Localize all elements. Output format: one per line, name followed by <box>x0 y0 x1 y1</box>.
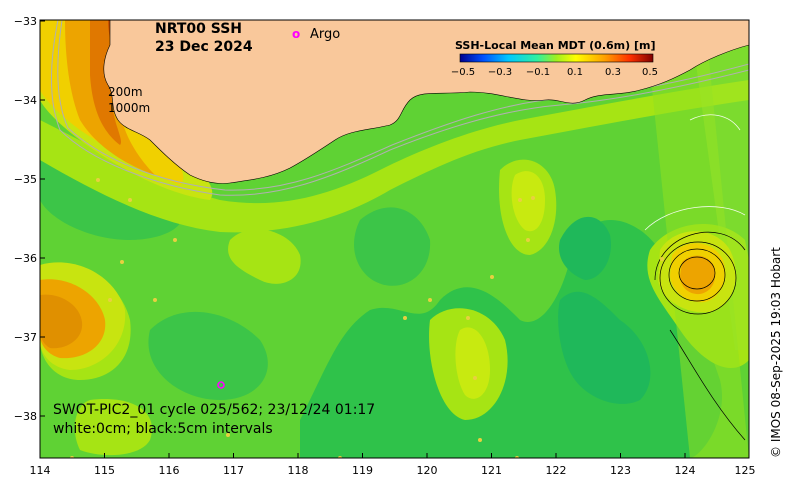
colorbar-title: SSH-Local Mean MDT (0.6m) [m] <box>455 39 655 52</box>
argo-legend-marker: o <box>292 27 300 41</box>
satellite-track-dots <box>70 178 664 458</box>
y-tick-label: −38 <box>14 410 37 423</box>
ssh-warm-region <box>40 294 83 349</box>
x-tick-label: 116 <box>159 464 180 477</box>
ssh-low-region <box>558 291 651 404</box>
copyright-text: © IMOS 08-Sep-2025 19:03 Hobart <box>769 247 783 458</box>
y-tick-label: −37 <box>14 331 37 344</box>
colorbar-tick-label: −0.5 <box>451 67 475 78</box>
x-tick-label: 114 <box>30 464 51 477</box>
y-axis: −33 −34 −35 −36 −37 −38 <box>14 15 45 423</box>
ssh-band <box>511 171 545 232</box>
depth-label-200m: 200m <box>108 85 143 99</box>
copyright-credit: © IMOS 08-Sep-2025 19:03 Hobart <box>769 247 783 458</box>
ssh-band <box>40 80 749 233</box>
ssh-low-region <box>148 311 268 400</box>
x-tick-label: 117 <box>223 464 244 477</box>
x-tick-label: 124 <box>675 464 696 477</box>
argo-float-marker <box>217 381 225 389</box>
swot-caption: SWOT-PIC2_01 cycle 025/562; 23/12/24 01:… <box>53 402 375 418</box>
plot-frame <box>39 19 750 459</box>
colorbar-tick-label: 0.1 <box>567 67 583 78</box>
colorbar-tick-label: 0.3 <box>605 67 621 78</box>
x-axis: 114 115 116 117 118 119 120 121 122 123 … <box>30 453 756 477</box>
ssh-contours <box>654 231 746 441</box>
x-tick-label: 115 <box>94 464 115 477</box>
colorbar-gradient <box>459 53 654 63</box>
x-tick-label: 120 <box>417 464 438 477</box>
x-tick-label: 123 <box>610 464 631 477</box>
y-tick-label: −35 <box>14 173 37 186</box>
ssh-band <box>228 229 301 284</box>
ssh-low-region <box>354 207 431 286</box>
map-title: NRT00 SSH <box>155 21 242 37</box>
x-tick-label: 122 <box>546 464 567 477</box>
map-date: 23 Dec 2024 <box>155 39 253 55</box>
colorbar-tick-label: −0.1 <box>526 67 550 78</box>
x-tick-label: 119 <box>352 464 373 477</box>
colorbar-tick-label: −0.3 <box>488 67 512 78</box>
contour-caption: white:0cm; black:5cm intervals <box>53 421 273 437</box>
ssh-contours-white <box>644 114 746 231</box>
x-tick-label: 118 <box>288 464 309 477</box>
y-tick-label: −34 <box>14 94 37 107</box>
ssh-band <box>455 327 490 399</box>
x-tick-label: 125 <box>735 464 756 477</box>
ssh-low-region <box>559 216 611 280</box>
argo-legend-label: Argo <box>310 27 340 42</box>
ssh-warm-region <box>90 20 150 145</box>
colorbar: SSH-Local Mean MDT (0.6m) [m] −0.5 −0.3 … <box>451 39 658 78</box>
y-tick-label: −33 <box>14 15 37 28</box>
y-tick-label: −36 <box>14 252 37 265</box>
x-tick-label: 121 <box>481 464 502 477</box>
ssh-eddy <box>680 255 716 295</box>
colorbar-tick-label: 0.5 <box>642 67 658 78</box>
ssh-band <box>74 399 152 456</box>
depth-label-1000m: 1000m <box>108 101 150 115</box>
